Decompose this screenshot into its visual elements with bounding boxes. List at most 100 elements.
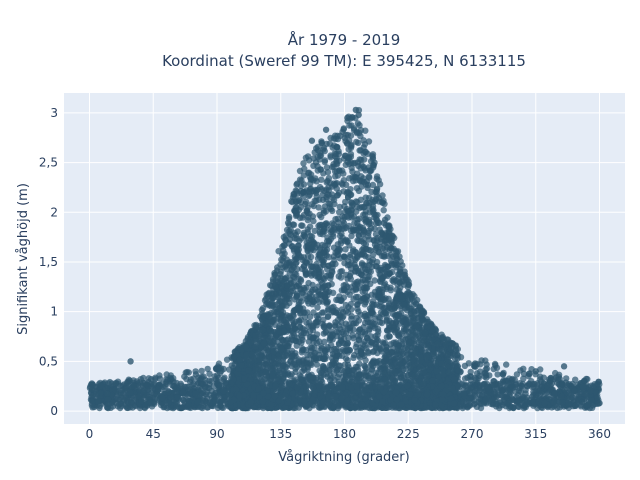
data-point: [140, 374, 147, 382]
data-point: [321, 147, 328, 155]
data-point: [344, 139, 351, 147]
data-point: [336, 232, 344, 240]
data-point: [305, 279, 312, 287]
data-point: [267, 282, 274, 289]
data-point: [447, 346, 455, 353]
data-point: [404, 345, 411, 353]
data-point: [399, 377, 406, 384]
data-point: [321, 157, 329, 164]
data-point: [297, 276, 304, 283]
data-point: [342, 198, 349, 206]
data-point: [334, 143, 341, 151]
data-point: [152, 374, 159, 381]
data-point: [439, 368, 447, 376]
data-point: [343, 373, 350, 380]
data-point: [286, 236, 294, 243]
data-point: [345, 146, 352, 153]
data-point: [252, 332, 259, 339]
data-point: [396, 342, 403, 349]
data-point: [325, 184, 332, 191]
data-point: [323, 140, 330, 148]
data-point: [307, 360, 314, 367]
data-point: [328, 280, 335, 288]
data-point: [435, 372, 442, 380]
data-point: [362, 241, 370, 248]
data-point: [345, 334, 352, 342]
data-point: [478, 357, 485, 364]
data-point: [252, 343, 259, 350]
data-point: [387, 341, 394, 348]
data-point: [318, 186, 325, 193]
data-point: [520, 375, 527, 382]
data-point: [361, 313, 368, 320]
data-point: [262, 369, 270, 376]
data-point: [321, 290, 328, 298]
data-point: [369, 196, 376, 203]
data-point: [368, 319, 375, 326]
data-point: [417, 337, 424, 344]
data-point: [309, 301, 316, 308]
data-point: [407, 364, 414, 372]
data-point: [368, 360, 375, 367]
data-point: [369, 181, 377, 189]
data-point: [337, 268, 344, 275]
data-point: [438, 360, 445, 367]
data-point: [374, 237, 381, 244]
data-point: [360, 204, 367, 211]
data-point: [352, 255, 359, 262]
data-point: [124, 379, 131, 387]
data-point: [278, 282, 285, 290]
data-point: [442, 341, 449, 348]
data-point: [327, 226, 334, 233]
data-point: [317, 230, 324, 237]
data-point: [391, 327, 398, 334]
data-point: [430, 350, 438, 357]
data-point: [240, 375, 248, 383]
data-point: [325, 313, 332, 320]
data-point: [348, 306, 355, 313]
data-point: [318, 345, 325, 352]
data-point: [394, 332, 402, 339]
data-point: [335, 329, 342, 336]
data-point: [393, 286, 400, 293]
data-point: [304, 351, 311, 359]
data-point: [364, 293, 371, 300]
data-point: [163, 376, 170, 383]
data-point: [370, 251, 377, 258]
data-point: [500, 369, 507, 377]
data-point: [424, 372, 432, 380]
data-point: [367, 158, 375, 165]
data-point: [346, 122, 353, 129]
data-point: [379, 245, 386, 252]
data-point: [362, 127, 369, 134]
data-point: [290, 308, 297, 315]
data-point: [290, 221, 298, 228]
data-point: [307, 322, 315, 329]
data-point: [374, 294, 381, 301]
data-point: [310, 246, 317, 254]
data-point: [307, 180, 314, 187]
data-point: [388, 262, 395, 269]
data-point: [362, 262, 369, 269]
data-point: [386, 222, 393, 229]
data-point: [338, 297, 345, 305]
data-point: [264, 361, 271, 368]
data-point: [360, 249, 367, 256]
data-point: [339, 352, 346, 360]
data-point: [368, 188, 375, 196]
data-point: [318, 269, 325, 276]
data-point: [365, 220, 373, 228]
data-point: [288, 198, 295, 205]
data-point: [278, 345, 285, 353]
data-point: [421, 329, 429, 336]
data-point: [417, 312, 425, 319]
data-point: [310, 339, 317, 346]
data-point: [364, 372, 372, 380]
data-point: [295, 356, 302, 363]
data-point: [373, 192, 380, 199]
data-point: [400, 301, 407, 308]
data-point: [326, 331, 334, 338]
data-point: [321, 338, 328, 345]
data-point: [347, 211, 354, 218]
data-point: [252, 323, 259, 330]
